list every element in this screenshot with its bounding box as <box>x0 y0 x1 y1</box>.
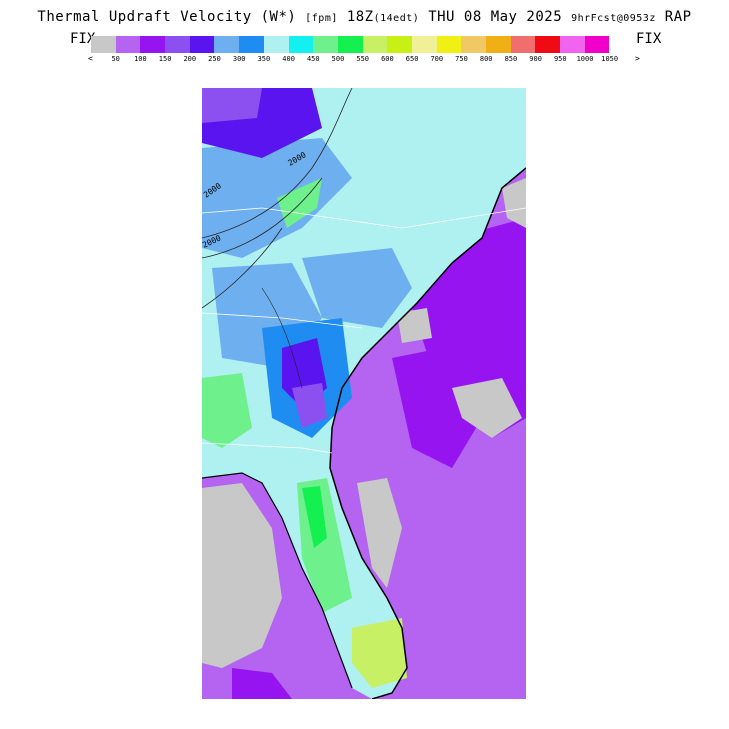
legend-tick-label: 650 <box>405 55 419 63</box>
legend-tick-label: 150 <box>158 55 172 63</box>
legend-tick-label: 850 <box>504 55 518 63</box>
title-time: 18Z <box>346 9 374 25</box>
bright-green-florida <box>302 486 327 548</box>
legend-swatch <box>560 36 585 53</box>
legend-tick-label: 1000 <box>576 55 594 63</box>
legend-swatch <box>411 36 437 53</box>
gulf-deep <box>232 668 292 699</box>
color-legend <box>91 36 610 53</box>
green-patch-north <box>277 178 322 228</box>
legend-swatch <box>436 36 462 53</box>
legend-swatch <box>263 36 289 53</box>
legend-tick-label: 50 <box>111 55 120 63</box>
yellowgreen-south-fl <box>352 618 407 688</box>
title-date: THU 08 May 2025 <box>428 9 563 25</box>
legend-swatch <box>362 36 388 53</box>
legend-swatch <box>91 36 116 53</box>
legend-tick-label: 250 <box>208 55 221 63</box>
legend-swatch <box>535 36 561 53</box>
green-patch-west <box>202 373 252 448</box>
gray-patch-coast <box>397 308 432 343</box>
land-area <box>202 88 526 699</box>
gulf-coastline <box>202 472 353 689</box>
legend-swatch <box>239 36 264 53</box>
contour-line-4 <box>261 287 303 389</box>
fl-west-coast <box>242 483 352 699</box>
contour-line-2 <box>202 177 323 259</box>
legend-tick-label: 1050 <box>601 55 619 63</box>
legend-swatch <box>313 36 338 53</box>
legend-tick-label: 550 <box>356 55 370 63</box>
legend-tick-label: 100 <box>134 55 147 63</box>
contour-line-3 <box>202 227 283 309</box>
legend-swatch <box>461 36 486 53</box>
legend-swatch <box>189 36 215 53</box>
offshore-region-2 <box>392 348 482 468</box>
gray-patch-gulf <box>202 483 282 668</box>
band-violet <box>292 383 327 428</box>
gray-patch-bahamas <box>357 478 402 588</box>
legend-swatch <box>337 36 363 53</box>
legend-swatch <box>214 36 240 53</box>
legend-tick-label: 600 <box>381 55 394 63</box>
legend-tick-label: 300 <box>232 55 246 63</box>
legend-swatch <box>510 36 536 53</box>
legend-tick-label: 900 <box>529 55 542 63</box>
state-border-1 <box>202 207 526 229</box>
nw-violet <box>202 88 262 123</box>
band-blue-mid <box>302 248 412 328</box>
legend-swatch <box>288 36 314 53</box>
gray-patch-offshore <box>452 378 522 438</box>
thermal-map: 2000 2000 2000 <box>202 88 526 699</box>
coastline <box>329 167 526 699</box>
state-border-2 <box>202 312 363 329</box>
title-main: Thermal Updraft Velocity (W*) <box>37 9 297 25</box>
title-units: [fpm] <box>305 13 338 24</box>
legend-swatch <box>387 36 412 53</box>
legend-tick-label: 950 <box>553 55 567 63</box>
legend-tick-label: 350 <box>257 55 271 63</box>
legend-swatch <box>165 36 190 53</box>
legend-tick-label: 200 <box>183 55 197 63</box>
legend-ticks: 50 100 150 200 250 300 350 400 450 500 550 600 650 70… <box>91 55 651 67</box>
title-local: (14edt) <box>373 13 420 24</box>
legend-tick-label: 700 <box>430 55 444 63</box>
legend-arrow-left: < <box>88 54 93 63</box>
fix-label-right: FIX <box>636 31 662 47</box>
legend-tick-label: 800 <box>479 55 493 63</box>
state-border-3 <box>202 442 333 454</box>
contour-line-1 <box>202 88 353 239</box>
fix-label-left: FIX <box>70 31 96 47</box>
legend-swatch <box>115 36 141 53</box>
legend-swatch <box>140 36 166 53</box>
title-fcst: 9hrFcst@0953z <box>571 13 656 24</box>
legend-swatch <box>486 36 511 53</box>
title-model: RAP <box>664 9 692 25</box>
legend-arrow-right: > <box>635 54 640 63</box>
legend-swatch <box>584 36 610 53</box>
legend-tick-label: 400 <box>282 55 295 63</box>
gray-patch-ne <box>502 178 526 228</box>
legend-tick-label: 500 <box>331 55 345 63</box>
legend-tick-label: 450 <box>306 55 320 63</box>
legend-tick-label: 750 <box>455 55 468 63</box>
chart-title: Thermal Updraft Velocity (W*) [fpm] 18Z(… <box>0 9 729 25</box>
